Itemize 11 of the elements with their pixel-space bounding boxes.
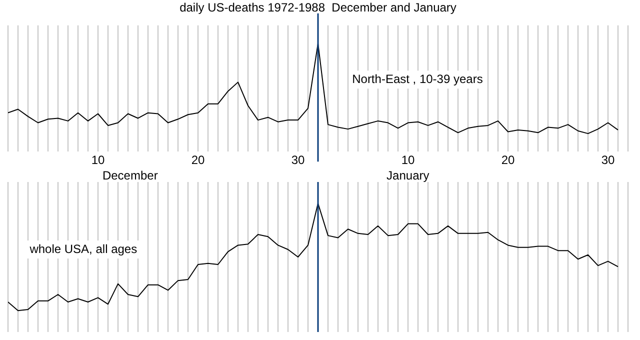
x-tick-label: 20: [501, 153, 515, 168]
chart-title: daily US-deaths 1972-1988 December and January: [180, 0, 456, 15]
x-tick-label: 10: [91, 153, 105, 168]
x-tick-label: 20: [191, 153, 205, 168]
x-tick-label: 10: [401, 153, 415, 168]
text: North-East , 10-39 years: [352, 72, 483, 86]
text: whole USA, all ages: [28, 242, 138, 256]
x-tick-label: 30: [291, 153, 305, 168]
text: January: [386, 168, 430, 182]
x-tick-label: 30: [601, 153, 615, 168]
text: December: [102, 168, 158, 182]
